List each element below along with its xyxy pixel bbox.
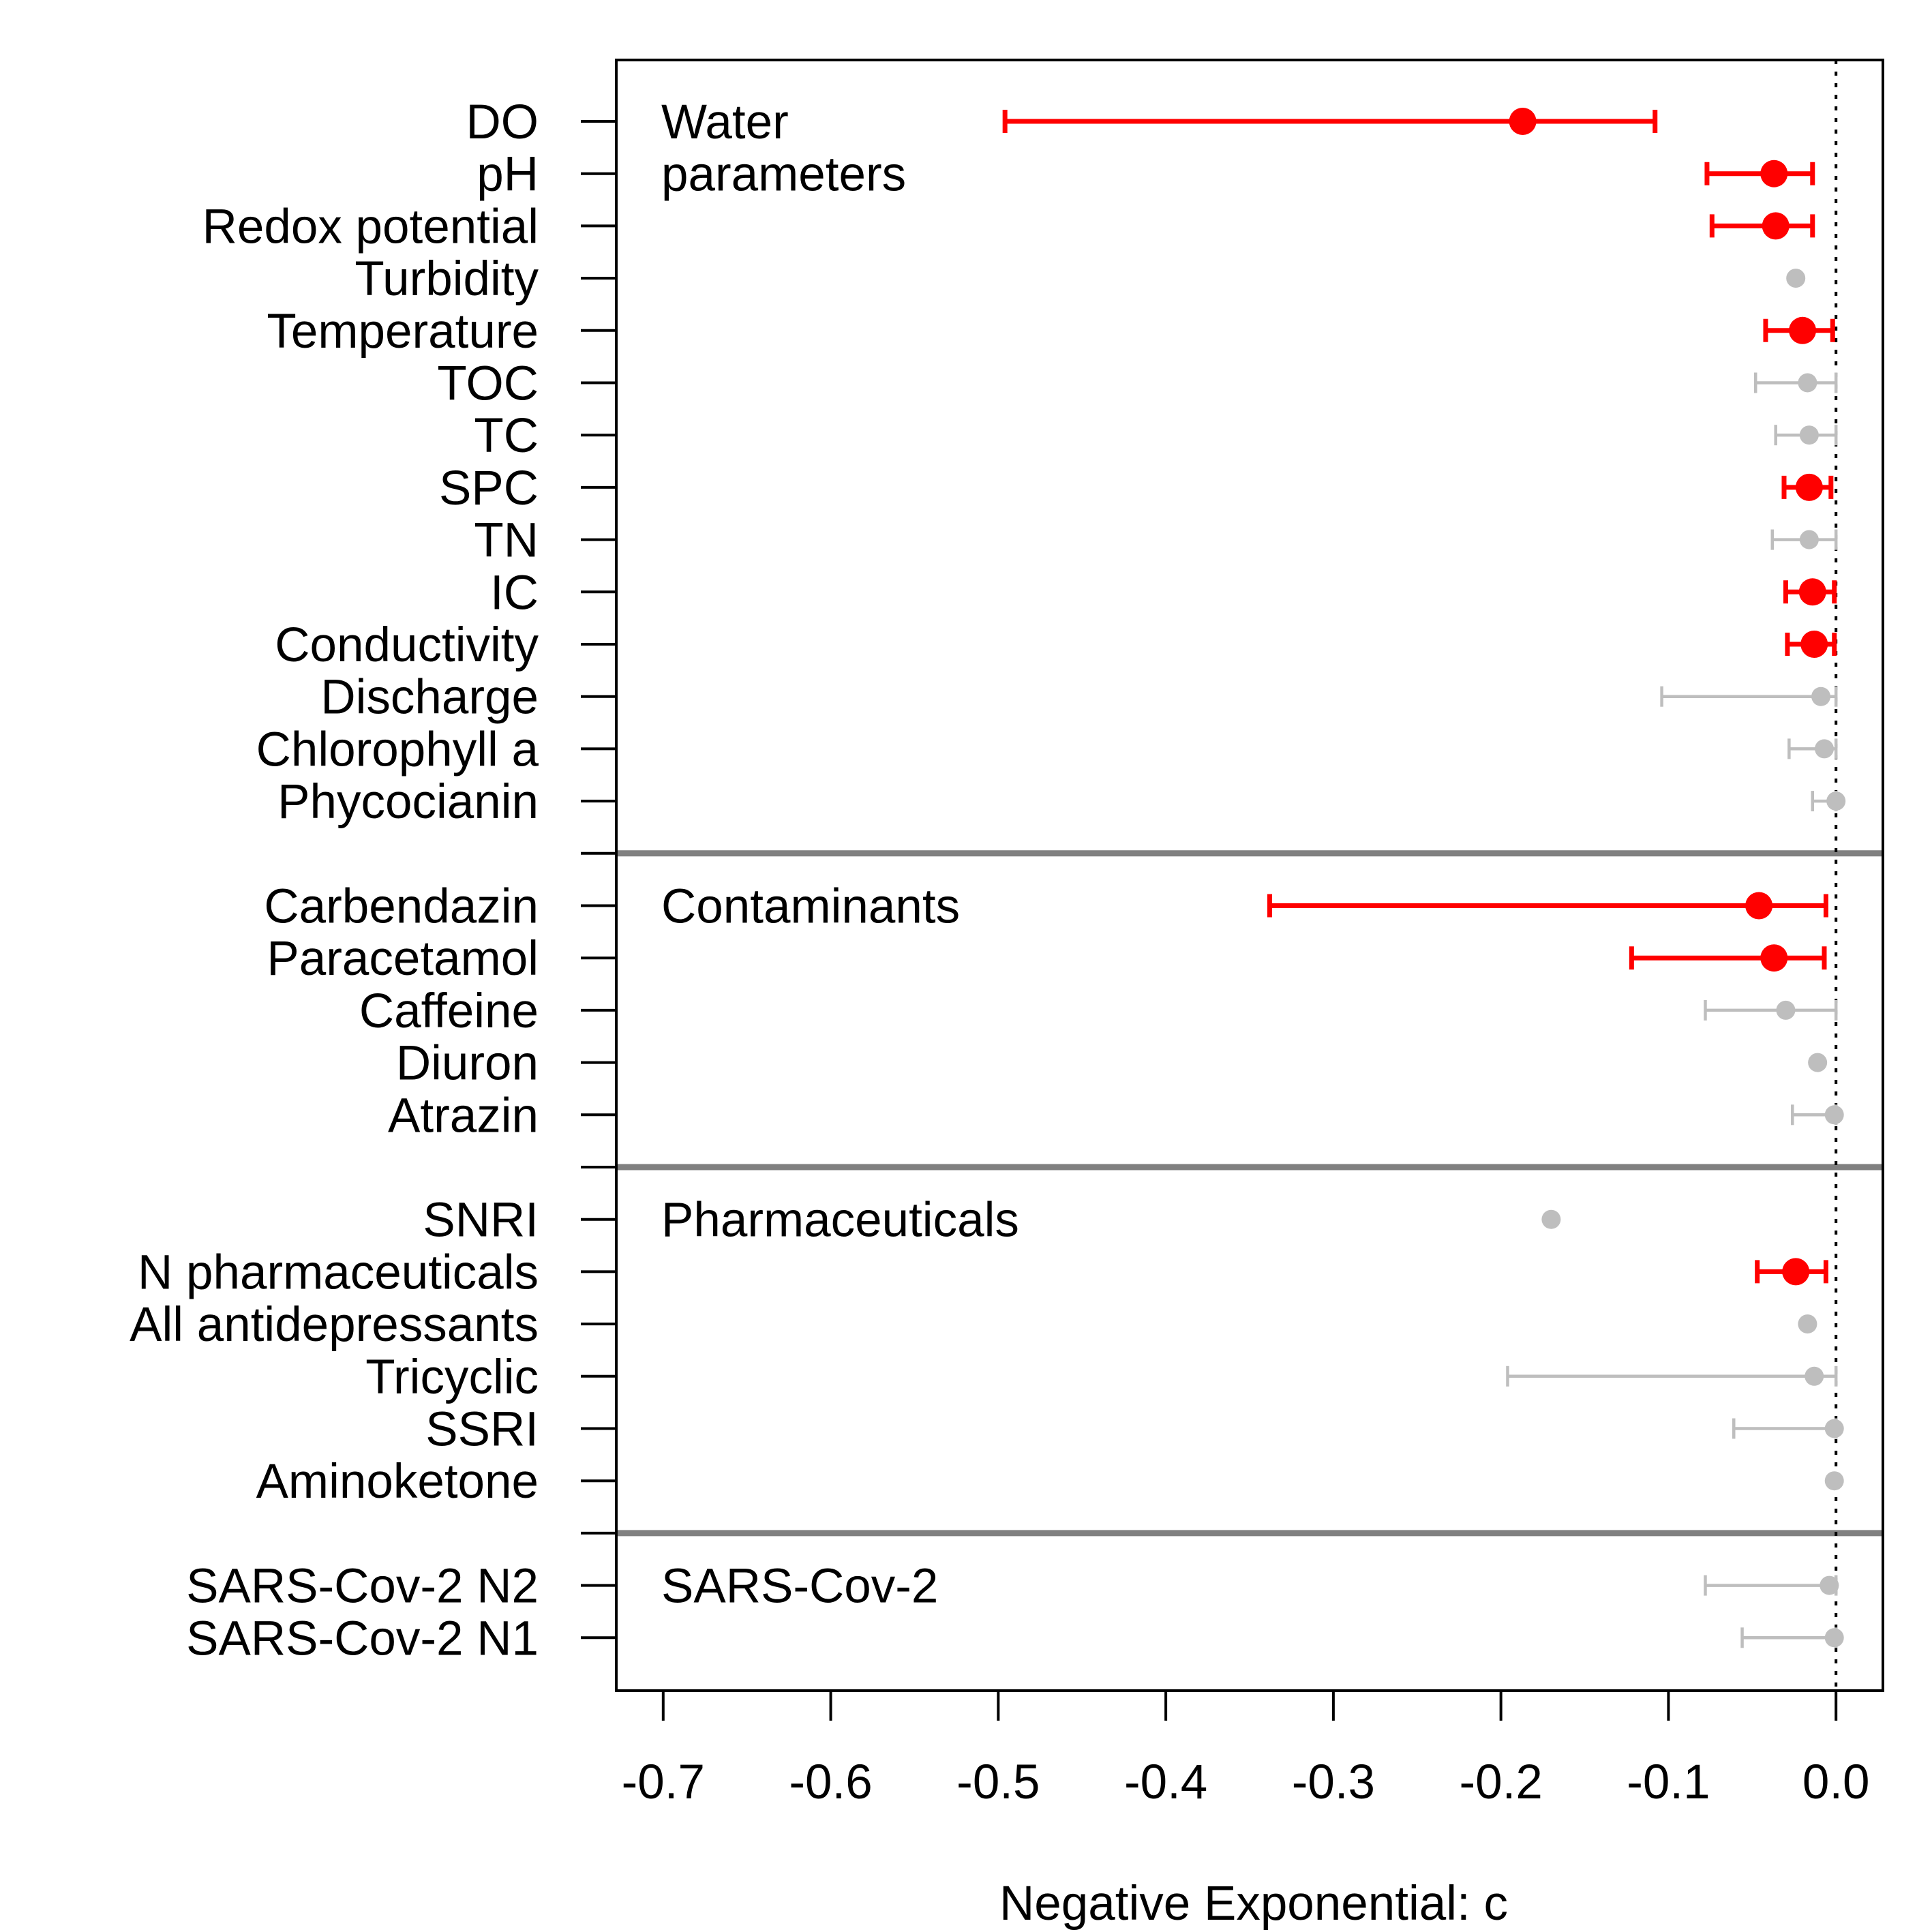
estimate-point [1799, 530, 1819, 549]
estimate-point [1824, 1471, 1844, 1491]
x-tick-label: -0.6 [789, 1755, 872, 1809]
group-title-line: parameters [661, 148, 906, 202]
estimate-point [1789, 316, 1817, 344]
y-tick-label: Caffeine [359, 984, 539, 1038]
y-tick-label: Aminoketone [256, 1455, 539, 1509]
estimate-point [1760, 944, 1788, 972]
estimate-point [1826, 791, 1846, 811]
estimate-point [1798, 373, 1817, 393]
plot-frame [615, 59, 1884, 1692]
estimate-point [1820, 1575, 1839, 1595]
y-tick-label: Redox potential [202, 200, 539, 254]
y-tick-label: IC [490, 566, 539, 620]
y-tick-label: All antidepressants [130, 1298, 539, 1352]
estimate-point [1786, 269, 1806, 288]
group-title: Water parameters [661, 95, 906, 202]
group-title-line: Water [661, 95, 789, 149]
y-tick-label: Carbendazin [264, 880, 539, 934]
y-tick-label: TN [474, 514, 539, 568]
x-axis-label: Negative Exponential: c [999, 1877, 1508, 1931]
estimates-layer [1002, 108, 1846, 1648]
y-tick-label: pH [477, 148, 539, 202]
x-tick-label: -0.4 [1124, 1755, 1207, 1809]
y-tick-label: Diuron [396, 1037, 539, 1091]
estimate-point [1824, 1628, 1844, 1648]
estimate-point [1795, 473, 1823, 501]
x-tick-label: -0.2 [1459, 1755, 1542, 1809]
x-tick-label: -0.5 [956, 1755, 1040, 1809]
group-dividers [616, 850, 1883, 1537]
estimate-point [1762, 212, 1790, 240]
estimate-point [1800, 631, 1828, 658]
y-tick-label: Tricyclic [365, 1350, 539, 1404]
group-title: Contaminants [661, 880, 960, 934]
y-tick-label: DO [466, 95, 539, 149]
group-title-line: SARS-Cov-2 [661, 1560, 938, 1614]
estimate-point [1824, 1419, 1844, 1438]
estimate-point [1811, 686, 1831, 706]
estimate-point [1814, 739, 1834, 759]
y-tick-label: Conductivity [275, 618, 539, 672]
x-tick-label: 0.0 [1802, 1755, 1870, 1809]
estimate-point [1808, 1053, 1828, 1072]
x-tick-label: -0.3 [1292, 1755, 1375, 1809]
y-tick-label: SNRI [423, 1194, 539, 1248]
y-tick-label: Atrazin [388, 1089, 539, 1143]
group-title-line: Contaminants [661, 880, 960, 934]
x-axis: -0.7 -0.6 -0.5 -0.4 -0.3 -0.2 -0.1 0.0 [622, 1689, 1870, 1809]
y-tick-label: SPC [439, 462, 539, 515]
y-tick-label: TC [474, 409, 539, 463]
y-tick-label: Paracetamol [267, 932, 539, 986]
estimate-point [1798, 578, 1826, 606]
y-tick-label: Phycocianin [277, 775, 539, 829]
y-tick-label: Temperature [267, 305, 539, 359]
y-tick-label: SSRI [425, 1403, 539, 1457]
estimate-point [1799, 425, 1819, 445]
y-tick-label: Chlorophyll a [256, 723, 539, 776]
estimate-point [1745, 892, 1773, 920]
y-tick-label: Discharge [320, 671, 539, 725]
y-tick-label: SARS-Cov-2 N2 [186, 1560, 539, 1614]
x-tick-label: -0.1 [1627, 1755, 1710, 1809]
y-tick-label: N pharmaceuticals [138, 1246, 539, 1299]
estimate-point [1509, 108, 1537, 135]
estimate-point [1776, 1000, 1796, 1020]
group-title: Pharmaceuticals [661, 1194, 1019, 1248]
y-tick-label: SARS-Cov-2 N1 [186, 1612, 539, 1665]
y-tick-label: Turbidity [354, 252, 539, 306]
estimate-point [1824, 1105, 1844, 1125]
group-title-line: Pharmaceuticals [661, 1194, 1019, 1248]
x-tick-label: -0.7 [622, 1755, 705, 1809]
estimate-point [1760, 160, 1788, 187]
estimate-point [1782, 1258, 1810, 1286]
estimate-point [1798, 1314, 1817, 1334]
group-title: SARS-Cov-2 [661, 1560, 938, 1614]
estimate-point [1805, 1366, 1824, 1386]
group-titles: Water parameters Contaminants Pharmaceutica… [661, 95, 1019, 1614]
y-tick-label: TOC [437, 357, 539, 411]
estimate-point [1541, 1209, 1561, 1229]
